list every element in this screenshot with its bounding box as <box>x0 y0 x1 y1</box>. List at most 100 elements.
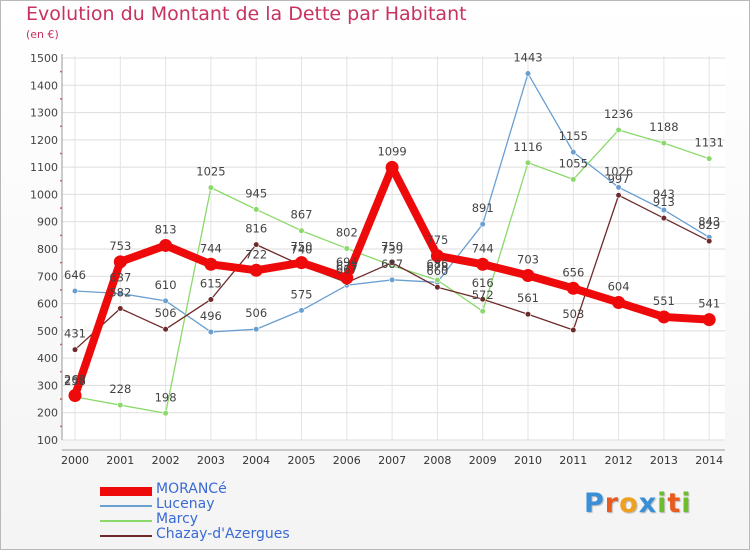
data-label: 660 <box>426 264 448 278</box>
x-tick-label: 2005 <box>288 454 316 467</box>
data-point <box>434 284 441 291</box>
data-point <box>295 256 308 270</box>
data-label: 561 <box>517 291 539 305</box>
data-label: 843 <box>698 214 720 228</box>
data-point <box>660 206 668 214</box>
data-point <box>521 268 535 282</box>
y-axis-unit: (en €) <box>26 28 59 41</box>
data-point <box>117 290 124 297</box>
data-label: 703 <box>517 252 539 266</box>
data-label: 744 <box>200 241 222 255</box>
x-tick-label: 2009 <box>469 454 497 467</box>
data-label: 1236 <box>604 107 633 121</box>
x-tick-label: 2011 <box>559 454 587 467</box>
logo-letter: i <box>657 488 668 519</box>
data-point <box>612 295 626 309</box>
y-minor-tick <box>60 261 62 264</box>
data-point <box>117 305 124 312</box>
data-label: 506 <box>245 306 267 320</box>
data-label: 1131 <box>695 136 724 150</box>
data-point <box>207 296 214 303</box>
data-point <box>476 257 490 271</box>
data-point <box>570 326 577 334</box>
data-label: 687 <box>381 257 403 271</box>
logo-letter: t <box>667 488 682 519</box>
data-label: 610 <box>155 278 177 292</box>
data-label: 945 <box>245 186 267 200</box>
data-label: 775 <box>426 233 448 247</box>
data-point <box>71 346 79 353</box>
data-label: 891 <box>472 201 494 215</box>
data-label: 678 <box>426 259 448 273</box>
logo-letter: i <box>681 488 692 519</box>
data-label: 1055 <box>559 156 588 170</box>
logo-letter: x <box>638 488 658 519</box>
data-point <box>298 307 305 314</box>
y-minor-tick <box>60 343 62 346</box>
data-point <box>162 410 169 417</box>
y-minor-tick <box>60 125 62 128</box>
data-point <box>615 126 622 134</box>
data-label: 656 <box>562 265 584 279</box>
logo-letter: o <box>619 488 639 519</box>
data-label: 496 <box>200 309 222 323</box>
data-label: 506 <box>155 306 177 320</box>
legend-label: Chazay-d'Azergues <box>156 526 290 542</box>
data-label: 616 <box>472 276 494 290</box>
x-tick-label: 2008 <box>423 454 451 467</box>
data-label: 1025 <box>196 165 225 179</box>
data-label: 637 <box>109 270 131 284</box>
data-label: 667 <box>336 262 358 276</box>
data-label: 551 <box>653 294 675 308</box>
data-label: 198 <box>155 390 177 404</box>
x-tick-label: 2002 <box>152 454 180 467</box>
data-point <box>207 328 214 336</box>
data-point <box>570 149 577 156</box>
legend-label: Lucenay <box>156 496 215 512</box>
data-label: 739 <box>381 243 403 257</box>
data-label: 615 <box>200 276 222 290</box>
y-tick-label: 1500 <box>30 52 58 65</box>
data-point <box>68 389 82 403</box>
y-minor-tick <box>60 425 62 428</box>
data-point <box>389 259 396 266</box>
data-label: 943 <box>653 187 675 201</box>
y-tick-label: 300 <box>37 379 58 392</box>
data-label: 816 <box>245 222 267 236</box>
data-point <box>340 271 354 285</box>
data-label: 1099 <box>377 144 406 158</box>
legend-swatch <box>100 505 152 507</box>
data-label: 677 <box>336 260 358 274</box>
data-point <box>479 296 486 303</box>
y-minor-tick <box>60 289 62 291</box>
data-point <box>113 255 127 269</box>
y-tick-label: 700 <box>37 270 58 283</box>
y-minor-tick <box>60 370 62 373</box>
y-tick-label: 1300 <box>30 107 58 120</box>
data-label: 1443 <box>513 51 542 65</box>
y-tick-label: 100 <box>37 434 58 447</box>
data-label: 802 <box>336 225 358 239</box>
y-tick-label: 200 <box>37 407 58 420</box>
y-minor-tick <box>60 398 62 400</box>
y-tick-label: 600 <box>37 298 58 311</box>
y-tick-label: 1000 <box>30 188 58 201</box>
data-point <box>479 308 486 315</box>
data-point <box>434 277 441 284</box>
data-labels: 646 637 610 496 506 575 667 687 678 891 1443 1155 10… <box>64 51 724 405</box>
data-label: 694 <box>336 255 358 269</box>
y-tick-label: 500 <box>37 325 58 338</box>
x-tick-label: 2004 <box>242 454 270 467</box>
data-point <box>162 326 169 333</box>
data-point <box>657 310 671 324</box>
data-point <box>566 281 580 295</box>
data-point <box>159 238 173 252</box>
data-point <box>343 245 350 252</box>
data-point <box>71 287 79 295</box>
data-point <box>479 221 486 228</box>
data-point <box>249 263 263 277</box>
x-tick-label: 2014 <box>695 454 723 467</box>
y-tick-label: 800 <box>37 243 58 256</box>
data-point <box>207 184 214 191</box>
y-minor-tick <box>60 207 62 209</box>
